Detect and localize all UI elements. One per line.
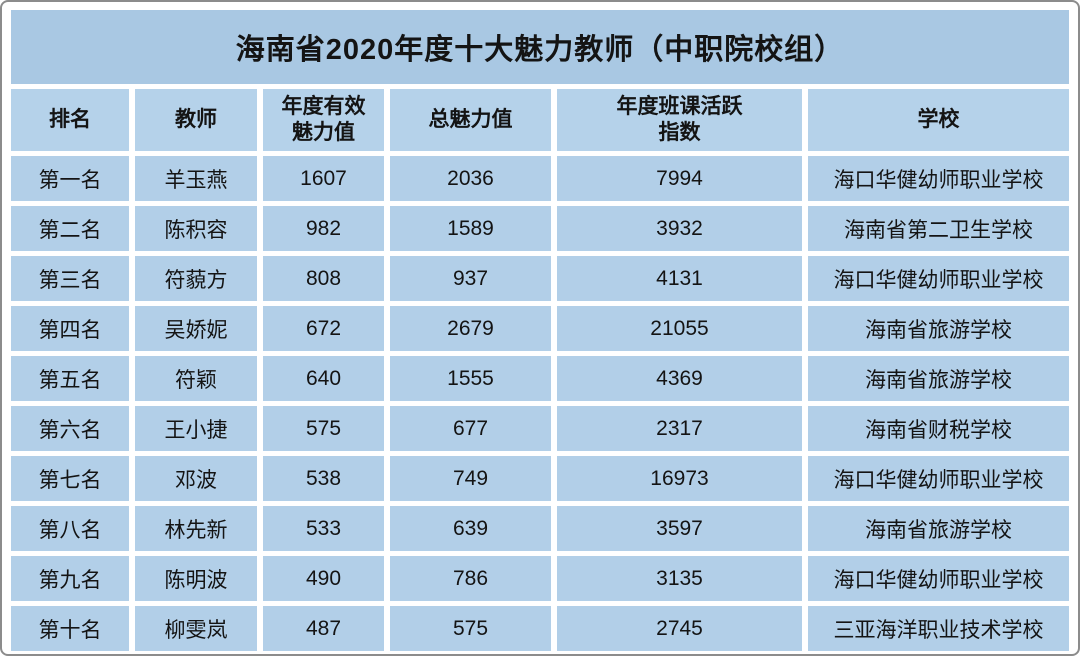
cell-teacher: 邓波 [135, 456, 257, 501]
cell-school: 海南省旅游学校 [808, 506, 1070, 551]
table-row: 第六名 王小捷 575 677 2317 海南省财税学校 [11, 406, 1070, 451]
table-row: 第一名 羊玉燕 1607 2036 7994 海口华健幼师职业学校 [11, 156, 1070, 201]
cell-school: 海口华健幼师职业学校 [808, 556, 1070, 601]
table-body: 第一名 羊玉燕 1607 2036 7994 海口华健幼师职业学校 第二名 陈积容 982 158… [11, 156, 1070, 651]
cell-rank: 第三名 [11, 256, 129, 301]
cell-teacher: 羊玉燕 [135, 156, 257, 201]
cell-total_charm: 639 [390, 506, 551, 551]
table-row: 第十名 柳雯岚 487 575 2745 三亚海洋职业技术学校 [11, 606, 1070, 651]
cell-annual_effective_charm: 1607 [263, 156, 384, 201]
column-header-teacher: 教师 [135, 89, 257, 151]
column-header-annual_class_activity_index: 年度班课活跃 指数 [557, 89, 802, 151]
cell-rank: 第二名 [11, 206, 129, 251]
cell-rank: 第四名 [11, 306, 129, 351]
cell-annual_effective_charm: 490 [263, 556, 384, 601]
cell-total_charm: 1555 [390, 356, 551, 401]
cell-total_charm: 1589 [390, 206, 551, 251]
cell-annual_effective_charm: 487 [263, 606, 384, 651]
table-row: 第五名 符颖 640 1555 4369 海南省旅游学校 [11, 356, 1070, 401]
cell-teacher: 吴娇妮 [135, 306, 257, 351]
cell-annual_class_activity_index: 3135 [557, 556, 802, 601]
cell-teacher: 柳雯岚 [135, 606, 257, 651]
column-header-rank: 排名 [11, 89, 129, 151]
column-header-school: 学校 [808, 89, 1070, 151]
cell-annual_class_activity_index: 7994 [557, 156, 802, 201]
cell-school: 海口华健幼师职业学校 [808, 256, 1070, 301]
table-row: 第三名 符藐方 808 937 4131 海口华健幼师职业学校 [11, 256, 1070, 301]
cell-rank: 第五名 [11, 356, 129, 401]
cell-school: 三亚海洋职业技术学校 [808, 606, 1070, 651]
cell-annual_class_activity_index: 21055 [557, 306, 802, 351]
cell-rank: 第九名 [11, 556, 129, 601]
cell-teacher: 符藐方 [135, 256, 257, 301]
cell-school: 海口华健幼师职业学校 [808, 456, 1070, 501]
cell-annual_effective_charm: 672 [263, 306, 384, 351]
cell-annual_effective_charm: 982 [263, 206, 384, 251]
cell-rank: 第七名 [11, 456, 129, 501]
cell-annual_class_activity_index: 4131 [557, 256, 802, 301]
column-header-total_charm: 总魅力值 [390, 89, 551, 151]
table-row: 第八名 林先新 533 639 3597 海南省旅游学校 [11, 506, 1070, 551]
header-row: 排名 教师 年度有效 魅力值 总魅力值 年度班课活跃 指数 学校 [11, 89, 1070, 151]
cell-school: 海口华健幼师职业学校 [808, 156, 1070, 201]
cell-annual_class_activity_index: 4369 [557, 356, 802, 401]
title-row: 海南省2020年度十大魅力教师（中职院校组） [11, 10, 1070, 84]
cell-teacher: 陈积容 [135, 206, 257, 251]
cell-total_charm: 2036 [390, 156, 551, 201]
page-title: 海南省2020年度十大魅力教师（中职院校组） [11, 10, 1070, 84]
cell-total_charm: 2679 [390, 306, 551, 351]
table-row: 第四名 吴娇妮 672 2679 21055 海南省旅游学校 [11, 306, 1070, 351]
cell-annual_effective_charm: 538 [263, 456, 384, 501]
cell-total_charm: 786 [390, 556, 551, 601]
cell-rank: 第六名 [11, 406, 129, 451]
cell-school: 海南省第二卫生学校 [808, 206, 1070, 251]
cell-teacher: 林先新 [135, 506, 257, 551]
cell-rank: 第八名 [11, 506, 129, 551]
cell-school: 海南省旅游学校 [808, 306, 1070, 351]
column-header-annual_effective_charm: 年度有效 魅力值 [263, 89, 384, 151]
cell-teacher: 王小捷 [135, 406, 257, 451]
cell-school: 海南省旅游学校 [808, 356, 1070, 401]
cell-annual_class_activity_index: 3597 [557, 506, 802, 551]
cell-school: 海南省财税学校 [808, 406, 1070, 451]
cell-total_charm: 575 [390, 606, 551, 651]
cell-annual_class_activity_index: 16973 [557, 456, 802, 501]
table-row: 第七名 邓波 538 749 16973 海口华健幼师职业学校 [11, 456, 1070, 501]
charm-teachers-table: 海南省2020年度十大魅力教师（中职院校组） 排名 教师 年度有效 魅力值 总魅力值年… [5, 5, 1075, 654]
cell-total_charm: 749 [390, 456, 551, 501]
cell-teacher: 陈明波 [135, 556, 257, 601]
table-row: 第二名 陈积容 982 1589 3932 海南省第二卫生学校 [11, 206, 1070, 251]
cell-annual_class_activity_index: 2317 [557, 406, 802, 451]
cell-total_charm: 937 [390, 256, 551, 301]
table-row: 第九名 陈明波 490 786 3135 海口华健幼师职业学校 [11, 556, 1070, 601]
cell-annual_effective_charm: 575 [263, 406, 384, 451]
cell-teacher: 符颖 [135, 356, 257, 401]
cell-annual_effective_charm: 808 [263, 256, 384, 301]
cell-rank: 第十名 [11, 606, 129, 651]
cell-annual_effective_charm: 640 [263, 356, 384, 401]
cell-annual_class_activity_index: 3932 [557, 206, 802, 251]
cell-total_charm: 677 [390, 406, 551, 451]
cell-annual_effective_charm: 533 [263, 506, 384, 551]
cell-annual_class_activity_index: 2745 [557, 606, 802, 651]
cell-rank: 第一名 [11, 156, 129, 201]
